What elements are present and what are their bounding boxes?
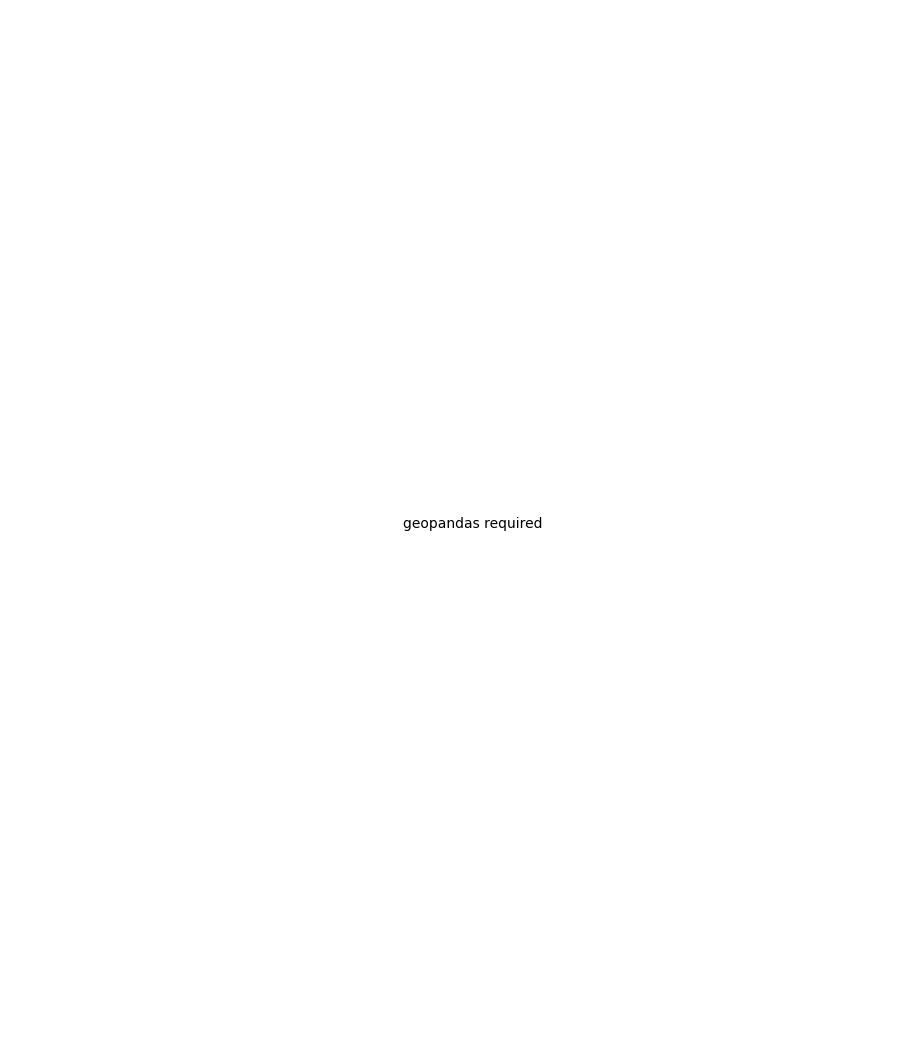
Text: geopandas required: geopandas required	[403, 517, 542, 531]
